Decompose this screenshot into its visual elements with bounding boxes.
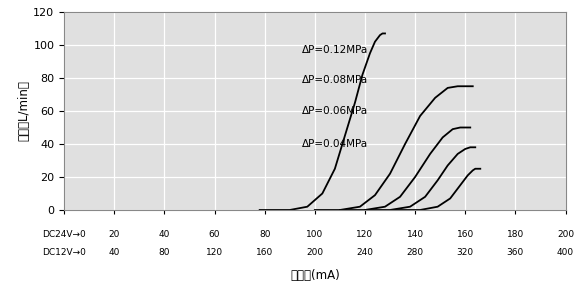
Text: 320: 320	[456, 248, 474, 256]
Text: 80: 80	[259, 230, 271, 239]
Text: 400: 400	[557, 248, 574, 256]
Text: 80: 80	[159, 248, 170, 256]
Text: 240: 240	[356, 248, 374, 256]
Text: 電流値(mA): 電流値(mA)	[290, 269, 340, 282]
Text: DC12V→0: DC12V→0	[42, 248, 86, 256]
Text: ΔP=0.08MPa: ΔP=0.08MPa	[302, 75, 368, 85]
Text: 180: 180	[507, 230, 524, 239]
Text: 160: 160	[456, 230, 474, 239]
Text: 360: 360	[507, 248, 524, 256]
Text: 160: 160	[256, 248, 273, 256]
Text: 200: 200	[557, 230, 574, 239]
Text: ΔP=0.04MPa: ΔP=0.04MPa	[302, 139, 368, 149]
Text: 100: 100	[306, 230, 324, 239]
Text: 140: 140	[406, 230, 424, 239]
Text: 40: 40	[108, 248, 120, 256]
Text: 120: 120	[356, 230, 374, 239]
Text: 280: 280	[406, 248, 424, 256]
Text: 60: 60	[209, 230, 220, 239]
Y-axis label: 流量（L/min）: 流量（L/min）	[17, 81, 30, 141]
Text: ΔP=0.06MPa: ΔP=0.06MPa	[302, 106, 368, 116]
Text: 200: 200	[306, 248, 324, 256]
Text: ΔP=0.12MPa: ΔP=0.12MPa	[302, 45, 368, 55]
Text: 40: 40	[159, 230, 170, 239]
Text: 20: 20	[108, 230, 120, 239]
Text: 120: 120	[206, 248, 223, 256]
Text: DC24V→0: DC24V→0	[42, 230, 86, 239]
